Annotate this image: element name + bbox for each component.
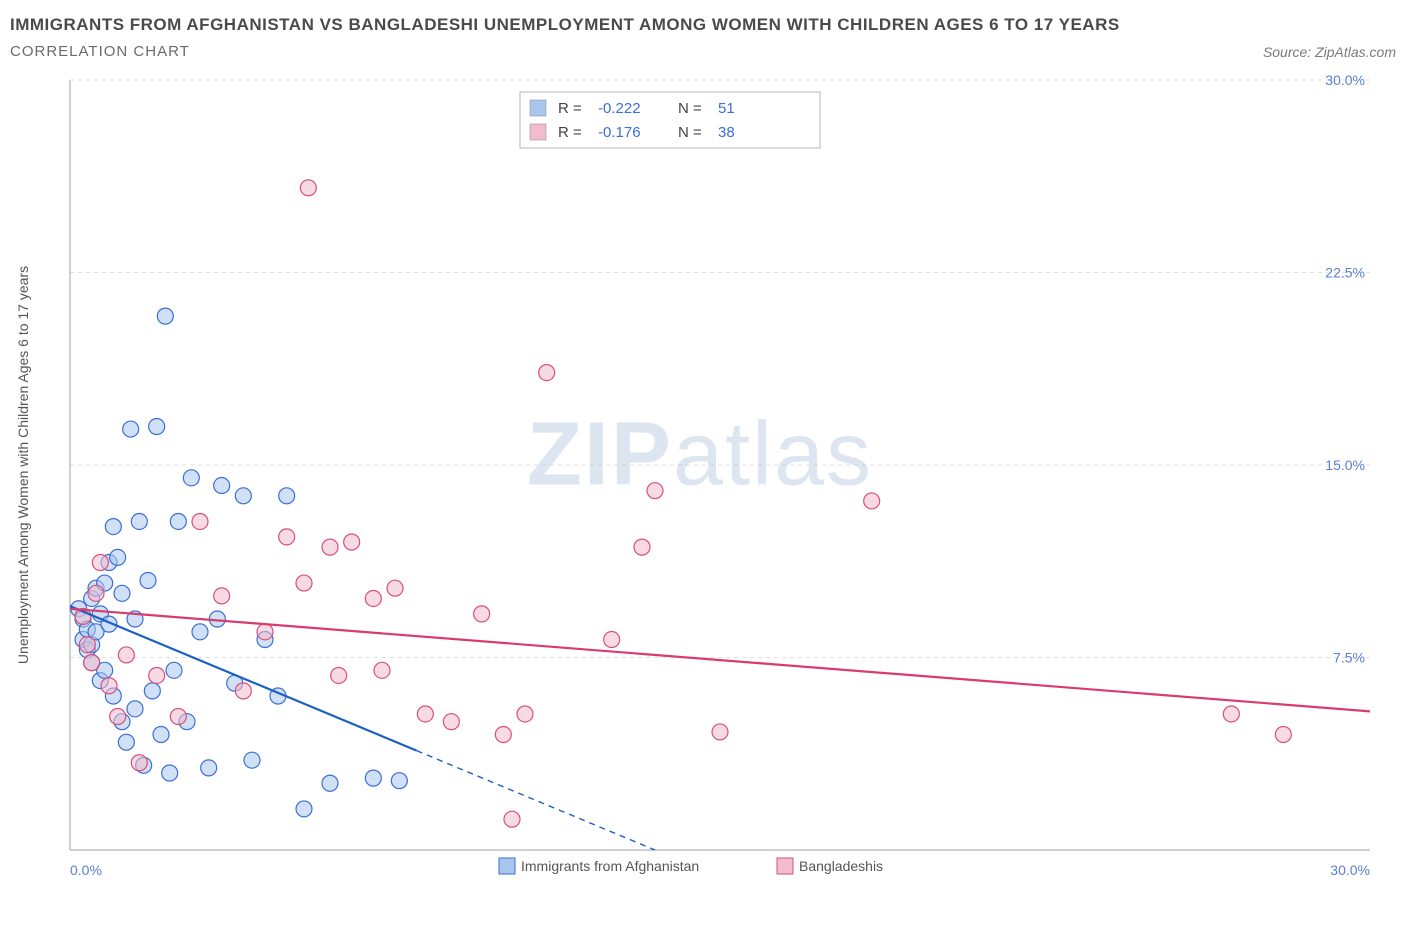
svg-text:-0.176: -0.176: [598, 124, 641, 141]
svg-text:38: 38: [718, 124, 735, 141]
svg-text:N =: N =: [678, 100, 702, 117]
svg-text:R =: R =: [558, 100, 582, 117]
svg-text:-0.222: -0.222: [598, 100, 641, 117]
svg-text:0.0%: 0.0%: [70, 862, 102, 878]
page-title: IMMIGRANTS FROM AFGHANISTAN VS BANGLADES…: [10, 15, 1396, 35]
svg-text:30.0%: 30.0%: [1330, 862, 1370, 878]
svg-text:R =: R =: [558, 124, 582, 141]
svg-text:22.5%: 22.5%: [1325, 265, 1365, 281]
svg-text:N =: N =: [678, 124, 702, 141]
chart-container: 7.5% 15.0% 22.5% 30.0% 0.0% 30.0% Unemployment…: [10, 70, 1390, 890]
svg-text:30.0%: 30.0%: [1325, 72, 1365, 88]
svg-text:Bangladeshis: Bangladeshis: [799, 858, 883, 874]
correlation-scatter-chart: 7.5% 15.0% 22.5% 30.0% 0.0% 30.0% Unemployment…: [10, 70, 1390, 890]
source-credit: Source: ZipAtlas.com: [1263, 44, 1396, 60]
svg-text:51: 51: [718, 100, 735, 117]
svg-text:15.0%: 15.0%: [1325, 457, 1365, 473]
svg-text:Unemployment Among Women with: Unemployment Among Women with Children A…: [15, 266, 31, 664]
page-subtitle: CORRELATION CHART: [10, 43, 190, 60]
svg-text:7.5%: 7.5%: [1333, 650, 1365, 666]
svg-text:Immigrants from Afghanistan: Immigrants from Afghanistan: [521, 858, 699, 874]
